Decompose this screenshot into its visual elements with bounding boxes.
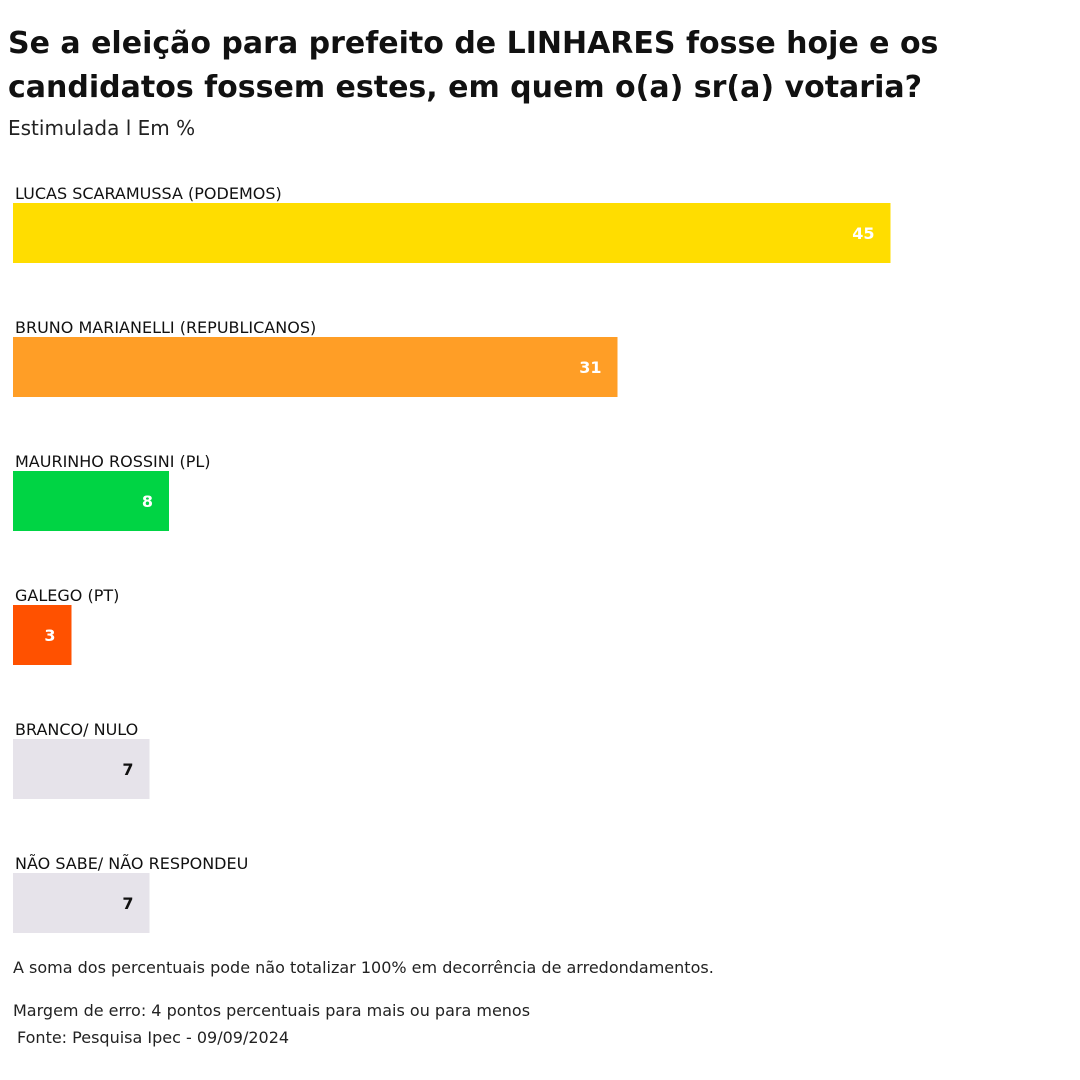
- value-label-maurinho-rossini-pl: 8: [142, 492, 153, 511]
- value-label-galego-pt: 3: [44, 626, 55, 645]
- category-label-lucas-scaramussa-podemos: LUCAS SCARAMUSSA (PODEMOS): [15, 184, 282, 203]
- bar-nao-sabe-nao-respondeu: [13, 873, 150, 933]
- chart-title: Se a eleição para prefeito de LINHARES f…: [8, 26, 939, 105]
- category-label-branco-nulo: BRANCO/ NULO: [15, 720, 138, 739]
- source-note: Fonte: Pesquisa Ipec - 09/09/2024: [17, 1028, 290, 1047]
- bar-galego-pt: [13, 605, 72, 665]
- value-label-nao-sabe-nao-respondeu: 7: [122, 894, 133, 913]
- category-label-nao-sabe-nao-respondeu: NÃO SABE/ NÃO RESPONDEU: [15, 854, 248, 873]
- margin-of-error-note: Margem de erro: 4 pontos percentuais par…: [13, 1001, 531, 1020]
- bar-lucas-scaramussa-podemos: [13, 203, 891, 263]
- value-label-branco-nulo: 7: [122, 760, 133, 779]
- category-label-maurinho-rossini-pl: MAURINHO ROSSINI (PL): [15, 452, 211, 471]
- category-label-galego-pt: GALEGO (PT): [15, 586, 119, 605]
- category-label-bruno-marianelli-republicanos: BRUNO MARIANELLI (REPUBLICANOS): [15, 318, 316, 337]
- bar-branco-nulo: [13, 739, 150, 799]
- value-label-lucas-scaramussa-podemos: 45: [852, 224, 874, 243]
- rounding-note: A soma dos percentuais pode não totaliza…: [13, 958, 714, 977]
- bar-maurinho-rossini-pl: [13, 471, 169, 531]
- value-label-bruno-marianelli-republicanos: 31: [579, 358, 601, 377]
- bar-bruno-marianelli-republicanos: [13, 337, 618, 397]
- chart-subtitle: Estimulada l Em %: [8, 116, 196, 140]
